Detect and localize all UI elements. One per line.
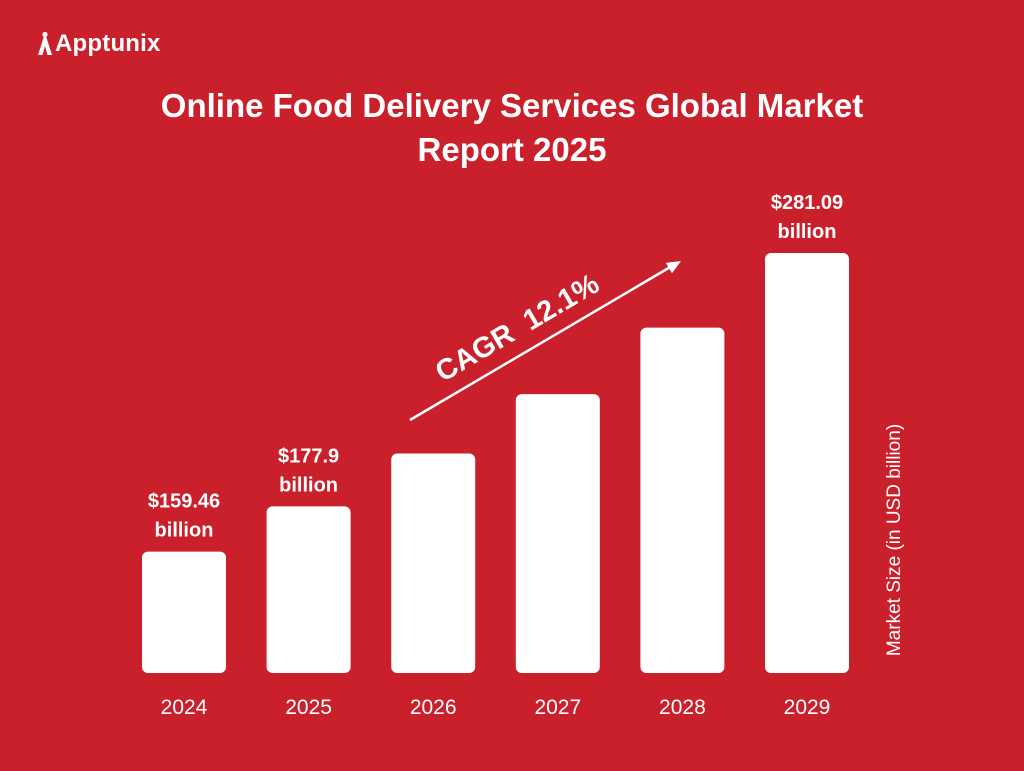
x-tick-label-2028: 2028: [659, 696, 706, 719]
cagr-arrow-line: [409, 264, 673, 422]
bar-2029: [765, 253, 849, 673]
x-tick-label-2029: 2029: [784, 696, 831, 719]
data-label-2025-line-2: billion: [279, 474, 338, 496]
bars-group: [142, 253, 849, 673]
brand-name: Apptunix: [55, 30, 161, 57]
bar-2027: [515, 394, 600, 673]
y-axis-label: Market Size (in USD billion): [884, 424, 905, 656]
data-label-2024-line-2: billion: [155, 520, 214, 542]
apptunix-logo-icon: [38, 31, 52, 55]
bar-2026: [391, 453, 476, 673]
data-label-2025-line-1: $177.9: [278, 445, 339, 467]
chart-title-line-1: Online Food Delivery Services Global Mar…: [160, 87, 864, 124]
x-tick-label-2025: 2025: [285, 696, 332, 719]
category-labels-group: 2024 2025 2026 2027 2028 2029: [161, 696, 831, 719]
x-tick-label-2026: 2026: [410, 696, 457, 719]
cagr-annotation-text: CAGR 12.1%: [430, 268, 605, 389]
bar-2025: [266, 506, 351, 673]
x-tick-label-2027: 2027: [534, 696, 581, 719]
chart-title-line-2: Report 2025: [417, 131, 607, 168]
brand-logo: Apptunix: [36, 30, 161, 58]
chart-title: Online Food Delivery Services Global Mar…: [0, 84, 1024, 172]
bar-2024: [142, 551, 226, 673]
bar-2028: [640, 327, 725, 673]
x-tick-label-2024: 2024: [161, 696, 208, 719]
data-label-2024-line-1: $159.46: [148, 491, 220, 513]
data-labels-group: $159.46 billion $177.9 billion $281.09 billio…: [148, 192, 843, 542]
data-label-2029-line-2: billion: [778, 221, 837, 243]
data-label-2029-line-1: $281.09: [771, 192, 843, 214]
cagr-arrowhead-icon: [665, 261, 681, 274]
